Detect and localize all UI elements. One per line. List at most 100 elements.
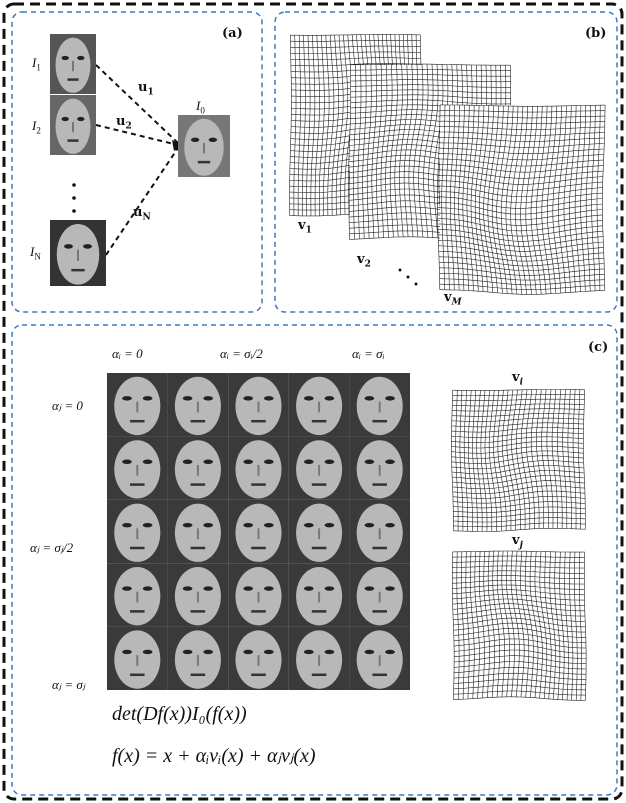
figure: (a) I1 I2 IN I0 u1 u2 uN (b) v1 v2 vM (c… bbox=[0, 0, 626, 803]
eye bbox=[209, 138, 217, 142]
face-image bbox=[289, 373, 350, 436]
label-sub: 2 bbox=[36, 126, 41, 136]
deformation-grid bbox=[437, 105, 605, 295]
face-image bbox=[349, 500, 410, 563]
eye bbox=[243, 586, 253, 590]
eye bbox=[122, 460, 132, 464]
eye bbox=[385, 650, 395, 654]
face-image bbox=[349, 373, 410, 436]
eye bbox=[143, 396, 153, 400]
face-image bbox=[107, 373, 168, 436]
label-sub: 2 bbox=[125, 122, 131, 132]
eye bbox=[264, 460, 274, 464]
eye bbox=[122, 650, 132, 654]
eye bbox=[203, 460, 213, 464]
panel-tag: (c) bbox=[588, 340, 608, 355]
face-image bbox=[289, 563, 350, 626]
eye bbox=[325, 650, 335, 654]
face-image bbox=[289, 627, 350, 690]
column-label: αᵢ = σᵢ/2 bbox=[220, 346, 263, 362]
label-sub: 1 bbox=[306, 226, 312, 236]
eye bbox=[304, 523, 314, 527]
face-image bbox=[50, 220, 106, 286]
arrow-label: uN bbox=[133, 205, 151, 223]
arrow-label: u2 bbox=[116, 114, 132, 132]
eye bbox=[143, 650, 153, 654]
arrow bbox=[96, 65, 178, 143]
formula: f(x) = x + αᵢvᵢ(x) + αⱼvⱼ(x) bbox=[112, 743, 316, 768]
label-base: v bbox=[298, 218, 306, 233]
eye bbox=[62, 117, 69, 121]
label-sub: N bbox=[34, 252, 41, 262]
label-base: v bbox=[512, 533, 520, 548]
face-image bbox=[168, 436, 229, 499]
label-base: v bbox=[357, 252, 365, 267]
eye bbox=[325, 396, 335, 400]
eye bbox=[143, 586, 153, 590]
label-base: v bbox=[512, 370, 520, 385]
face-image bbox=[168, 563, 229, 626]
figure-graphics bbox=[0, 0, 626, 803]
eye bbox=[183, 396, 193, 400]
face-image bbox=[228, 500, 289, 563]
face-image bbox=[228, 373, 289, 436]
eye bbox=[264, 523, 274, 527]
eye bbox=[365, 650, 375, 654]
eye bbox=[365, 523, 375, 527]
field-label: vM bbox=[444, 290, 462, 308]
eye bbox=[62, 56, 69, 60]
eye bbox=[304, 650, 314, 654]
face-image bbox=[349, 627, 410, 690]
eye bbox=[183, 586, 193, 590]
eye bbox=[183, 650, 193, 654]
face-image bbox=[50, 34, 96, 94]
arrow-label: u1 bbox=[138, 80, 154, 98]
label-sub: M bbox=[452, 298, 462, 308]
eye bbox=[325, 523, 335, 527]
mean-label: I0 bbox=[196, 98, 205, 116]
panel-tag: (b) bbox=[585, 26, 606, 41]
eye bbox=[203, 650, 213, 654]
eye bbox=[243, 396, 253, 400]
label-sub: 1 bbox=[36, 63, 41, 73]
face-image bbox=[107, 627, 168, 690]
column-label: αᵢ = σᵢ bbox=[352, 346, 385, 362]
eye bbox=[122, 586, 132, 590]
field-label: v1 bbox=[298, 218, 312, 236]
field-label: vj bbox=[512, 533, 523, 551]
label-sub: 0 bbox=[200, 106, 205, 116]
eye bbox=[183, 523, 193, 527]
field-label: v2 bbox=[357, 252, 371, 270]
face-image bbox=[107, 563, 168, 626]
face-image bbox=[349, 436, 410, 499]
eye bbox=[243, 650, 253, 654]
arrow bbox=[96, 125, 178, 145]
eye bbox=[77, 117, 84, 121]
deformation-grid bbox=[452, 551, 586, 700]
face-image bbox=[107, 436, 168, 499]
eye bbox=[203, 396, 213, 400]
eye bbox=[304, 396, 314, 400]
label-sub: j bbox=[520, 541, 523, 551]
eye bbox=[325, 586, 335, 590]
face-label: I2 bbox=[32, 118, 41, 136]
eye bbox=[264, 650, 274, 654]
face-image bbox=[168, 500, 229, 563]
face-image bbox=[168, 627, 229, 690]
eye bbox=[385, 460, 395, 464]
eye bbox=[385, 523, 395, 527]
eye bbox=[143, 523, 153, 527]
face-label: IN bbox=[30, 244, 41, 262]
eye bbox=[264, 396, 274, 400]
eye bbox=[365, 460, 375, 464]
eye bbox=[77, 56, 84, 60]
label-sub: 2 bbox=[365, 260, 371, 270]
eye bbox=[304, 586, 314, 590]
deformation-grid bbox=[451, 390, 585, 532]
face-image bbox=[178, 115, 230, 177]
face-image bbox=[228, 436, 289, 499]
eye bbox=[385, 586, 395, 590]
face-image bbox=[349, 563, 410, 626]
eye bbox=[203, 586, 213, 590]
eye bbox=[365, 586, 375, 590]
